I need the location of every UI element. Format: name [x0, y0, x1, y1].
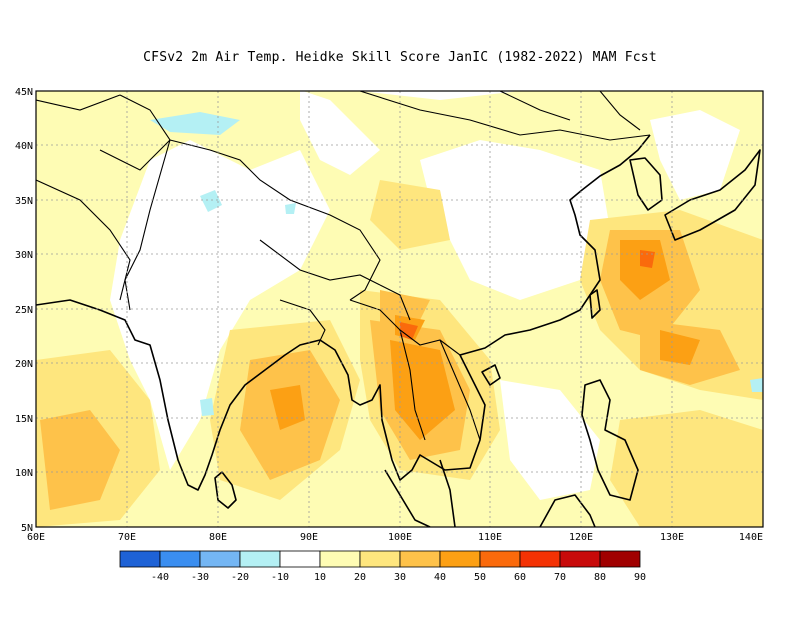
lon-label: 80E: [209, 532, 227, 543]
colorbar-label: -40: [151, 572, 169, 583]
colorbar-swatch: [399, 550, 441, 568]
colorbar-label: 70: [554, 572, 566, 583]
lat-label: 45N: [15, 87, 33, 98]
colorbar-label: 20: [354, 572, 366, 583]
colorbar-label: -10: [271, 572, 289, 583]
lon-label: 70E: [118, 532, 136, 543]
colorbar-swatch: [319, 550, 361, 568]
lat-label: 30N: [15, 250, 33, 261]
skill-field-neutral: [110, 91, 740, 500]
colorbar-swatch: [519, 550, 561, 568]
colorbar-label: -30: [191, 572, 209, 583]
colorbar-swatch: [439, 550, 481, 568]
lat-label: 10N: [15, 468, 33, 479]
colorbar-label: 50: [474, 572, 486, 583]
lat-label: 25N: [15, 305, 33, 316]
colorbar-label: 60: [514, 572, 526, 583]
lon-label: 140E: [739, 532, 763, 543]
lon-label: 120E: [569, 532, 593, 543]
colorbar-swatch: [239, 550, 281, 568]
colorbar: -40 -30 -20 -10 10 20 30 40 50 60 70 80 90: [119, 550, 646, 583]
colorbar-label: 80: [594, 572, 606, 583]
skill-field-40-50: [270, 240, 700, 440]
gridlines: [36, 91, 763, 527]
colorbar-label: -20: [231, 572, 249, 583]
lon-label: 130E: [660, 532, 684, 543]
colorbar-label: 30: [394, 572, 406, 583]
lat-axis: 45N 40N 35N 30N 25N 20N 15N 10N 5N: [15, 87, 33, 534]
colorbar-swatch: [279, 550, 321, 568]
colorbar-swatch: [559, 550, 601, 568]
colorbar-label: 10: [314, 572, 326, 583]
skill-field-negative: [150, 112, 763, 416]
lat-label: 5N: [21, 523, 33, 534]
lat-label: 15N: [15, 414, 33, 425]
colorbar-swatch: [599, 550, 641, 568]
coastlines: [36, 134, 761, 527]
colorbar-label: 90: [634, 572, 646, 583]
lon-label: 60E: [27, 532, 45, 543]
colorbar-swatch: [119, 550, 161, 568]
colorbar-swatch: [359, 550, 401, 568]
colorbar-swatch: [479, 550, 521, 568]
lon-label: 90E: [300, 532, 318, 543]
lon-label: 100E: [388, 532, 412, 543]
lon-axis: 60E 70E 80E 90E 100E 110E 120E 130E 140E: [27, 532, 763, 543]
map-title: CFSv2 2m Air Temp. Heidke Skill Score Ja…: [143, 50, 657, 65]
lat-label: 35N: [15, 196, 33, 207]
colorbar-swatch: [159, 550, 201, 568]
colorbar-swatch: [199, 550, 241, 568]
map-frame: [35, 90, 764, 528]
lat-label: 20N: [15, 359, 33, 370]
colorbar-label: 40: [434, 572, 446, 583]
country-borders: [36, 91, 651, 441]
lon-label: 110E: [478, 532, 502, 543]
lat-label: 40N: [15, 141, 33, 152]
skill-field-50-60: [400, 250, 655, 340]
